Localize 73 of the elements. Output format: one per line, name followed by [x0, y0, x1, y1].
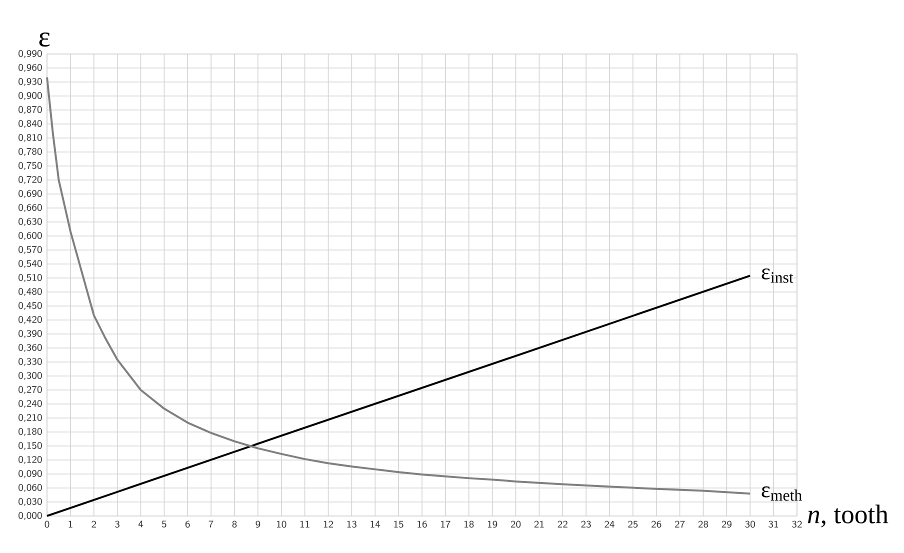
y-tick-label: 0,300: [18, 372, 42, 380]
y-tick-label: 0,150: [18, 442, 42, 450]
x-tick-label: 20: [510, 520, 521, 528]
y-tick-label: 0,390: [18, 330, 42, 338]
y-tick-label: 0,690: [18, 190, 42, 198]
x-tick-label: 22: [558, 520, 568, 528]
y-tick-label: 0,810: [18, 134, 42, 142]
x-tick-label: 17: [441, 520, 450, 528]
series-label: ε$_{inst}$: [762, 268, 794, 283]
y-tick-label: 0,090: [18, 470, 42, 478]
x-tick-label: 28: [698, 520, 708, 528]
y-tick-label: 0,000: [18, 512, 42, 520]
y-tick-label: 0,510: [18, 274, 42, 282]
y-tick-label: 0,840: [18, 120, 42, 128]
y-tick-label: 0,930: [18, 78, 42, 86]
x-tick-label: 12: [324, 520, 334, 528]
y-tick-label: 0,450: [18, 302, 42, 310]
y-tick-label: 0,480: [18, 288, 42, 296]
y-tick-label: 0,570: [18, 246, 42, 254]
x-tick-label: 4: [138, 520, 144, 528]
x-tick-label: 11: [300, 520, 310, 528]
y-tick-label: 0,780: [18, 148, 42, 156]
line-series: [46, 76, 752, 495]
y-tick-label: 0,870: [18, 106, 42, 114]
x-tick-label: 6: [185, 520, 190, 528]
y-axis-title: ε: [39, 32, 50, 47]
y-tick-label: 0,600: [18, 232, 42, 240]
y-tick-label: 0,360: [18, 344, 42, 352]
y-tick-label: 0,990: [18, 50, 42, 58]
y-tick-label: 0,270: [18, 386, 42, 394]
y-tick-label: 0,330: [18, 358, 42, 366]
x-tick-label: 1: [68, 520, 72, 528]
x-tick-label: 23: [581, 520, 591, 528]
y-tick-label: 0,750: [18, 162, 42, 170]
x-tick-label: 29: [722, 520, 732, 528]
x-tick-label: 19: [488, 520, 498, 528]
x-tick-label: 13: [347, 520, 357, 528]
x-tick-label: 27: [674, 520, 685, 528]
x-tick-label: 9: [256, 520, 260, 528]
y-tick-label: 0,540: [18, 260, 42, 268]
x-tick-label: 25: [628, 520, 638, 528]
x-tick-label: 5: [162, 520, 166, 528]
x-axis-title: n, tooth: [808, 504, 888, 528]
y-tick-label: 0,120: [18, 456, 42, 464]
y-tick-label: 0,630: [18, 218, 42, 226]
x-tick-label: 18: [464, 520, 474, 528]
x-tick-label: 0: [44, 520, 50, 528]
x-tick-label: 7: [208, 520, 214, 528]
y-tick-label: 0,030: [18, 498, 42, 506]
x-tick-label: 31: [768, 520, 778, 528]
x-tick-label: 24: [604, 520, 614, 528]
series-label: ε$_{meth}$: [762, 486, 802, 501]
y-tick-label: 0,720: [18, 176, 42, 184]
x-tick-label: 2: [92, 520, 96, 528]
x-tick-label: 32: [792, 520, 802, 528]
y-tick-label: 0,240: [18, 400, 42, 408]
x-tick-label: 21: [534, 520, 544, 528]
x-tick-label: 16: [418, 520, 427, 528]
x-tick-label: 14: [370, 520, 380, 528]
x-tick-label: 26: [652, 520, 662, 528]
y-tick-label: 0,210: [18, 414, 42, 422]
line-series: [46, 274, 752, 517]
y-tick-label: 0,180: [18, 428, 42, 436]
y-tick-label: 0,060: [18, 484, 42, 492]
x-tick-label: 10: [276, 520, 286, 528]
y-tick-label: 0,660: [18, 204, 42, 212]
x-tick-label: 30: [745, 520, 755, 528]
x-tick-label: 3: [115, 520, 120, 528]
y-tick-label: 0,420: [18, 316, 42, 324]
y-tick-label: 0,900: [18, 92, 42, 100]
x-tick-label: 15: [394, 520, 404, 528]
y-tick-label: 0,960: [18, 64, 42, 72]
x-tick-label: 8: [232, 520, 237, 528]
